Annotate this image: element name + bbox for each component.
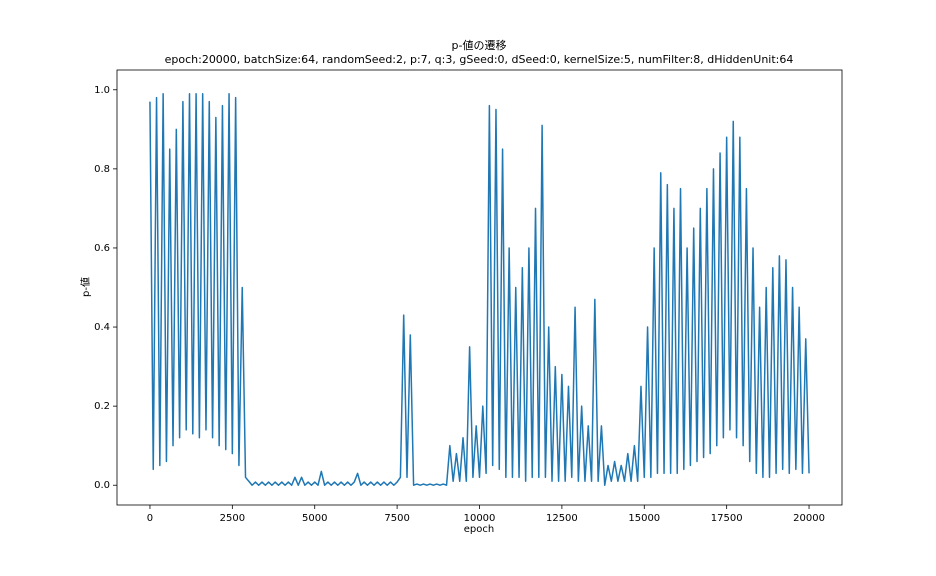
x-tick-label: 20000 <box>793 513 825 524</box>
x-tick-label: 7500 <box>384 513 409 524</box>
y-tick-label: 1.0 <box>94 85 110 96</box>
x-tick-label: 0 <box>147 513 153 524</box>
y-tick-label: 0.2 <box>94 401 110 412</box>
y-tick-label: 0.0 <box>94 480 110 491</box>
x-tick-label: 17500 <box>711 513 743 524</box>
x-tick-label: 12500 <box>546 513 578 524</box>
y-tick-label: 0.6 <box>94 243 110 254</box>
y-axis-label: p-値 <box>79 277 92 297</box>
x-tick-label: 10000 <box>464 513 496 524</box>
x-axis-label: epoch <box>464 524 494 535</box>
x-tick-label: 15000 <box>628 513 660 524</box>
chart-subtitle: epoch:20000, batchSize:64, randomSeed:2,… <box>165 53 794 66</box>
data-line <box>149 92 810 486</box>
x-tick-label: 5000 <box>302 513 327 524</box>
chart-title: p-値の遷移 <box>452 39 507 52</box>
y-tick-label: 0.8 <box>94 164 110 175</box>
plot-area <box>149 92 810 486</box>
y-tick-label: 0.4 <box>94 322 110 333</box>
x-tick-label: 2500 <box>220 513 245 524</box>
